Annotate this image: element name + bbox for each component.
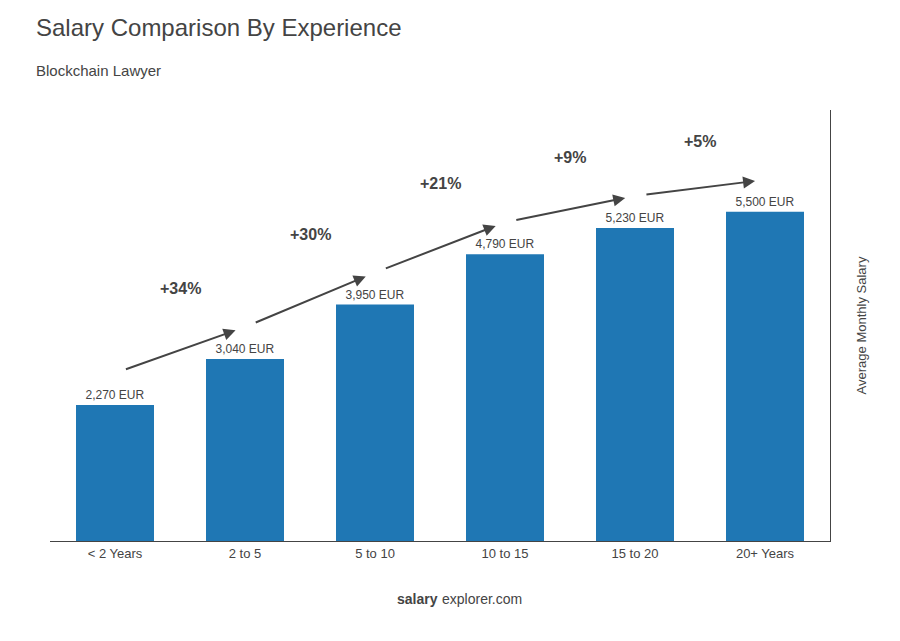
svg-text:5 to 10: 5 to 10 xyxy=(355,546,395,561)
svg-text:+34%: +34% xyxy=(160,280,201,297)
svg-text:explorer.com: explorer.com xyxy=(442,591,522,607)
svg-text:3,950 EUR: 3,950 EUR xyxy=(345,288,404,302)
svg-text:3,040 EUR: 3,040 EUR xyxy=(215,342,274,356)
svg-text:5,230 EUR: 5,230 EUR xyxy=(605,211,664,225)
svg-text:20+ Years: 20+ Years xyxy=(736,546,795,561)
svg-text:2,270 EUR: 2,270 EUR xyxy=(85,388,144,402)
svg-text:2 to 5: 2 to 5 xyxy=(229,546,262,561)
svg-text:5,500 EUR: 5,500 EUR xyxy=(735,195,794,209)
svg-text:Average Monthly Salary: Average Monthly Salary xyxy=(854,256,869,394)
svg-text:Salary Comparison By Experienc: Salary Comparison By Experience xyxy=(36,14,402,41)
svg-text:4,790 EUR: 4,790 EUR xyxy=(475,237,534,251)
svg-text:< 2 Years: < 2 Years xyxy=(88,546,143,561)
svg-text:+9%: +9% xyxy=(554,149,586,166)
svg-text:+21%: +21% xyxy=(420,175,461,192)
svg-text:Blockchain Lawyer: Blockchain Lawyer xyxy=(36,62,161,79)
svg-text:+5%: +5% xyxy=(684,133,716,150)
svg-text:salary: salary xyxy=(397,591,438,607)
svg-text:15 to 20: 15 to 20 xyxy=(612,546,659,561)
svg-text:10 to 15: 10 to 15 xyxy=(482,546,529,561)
svg-text:+30%: +30% xyxy=(290,226,331,243)
